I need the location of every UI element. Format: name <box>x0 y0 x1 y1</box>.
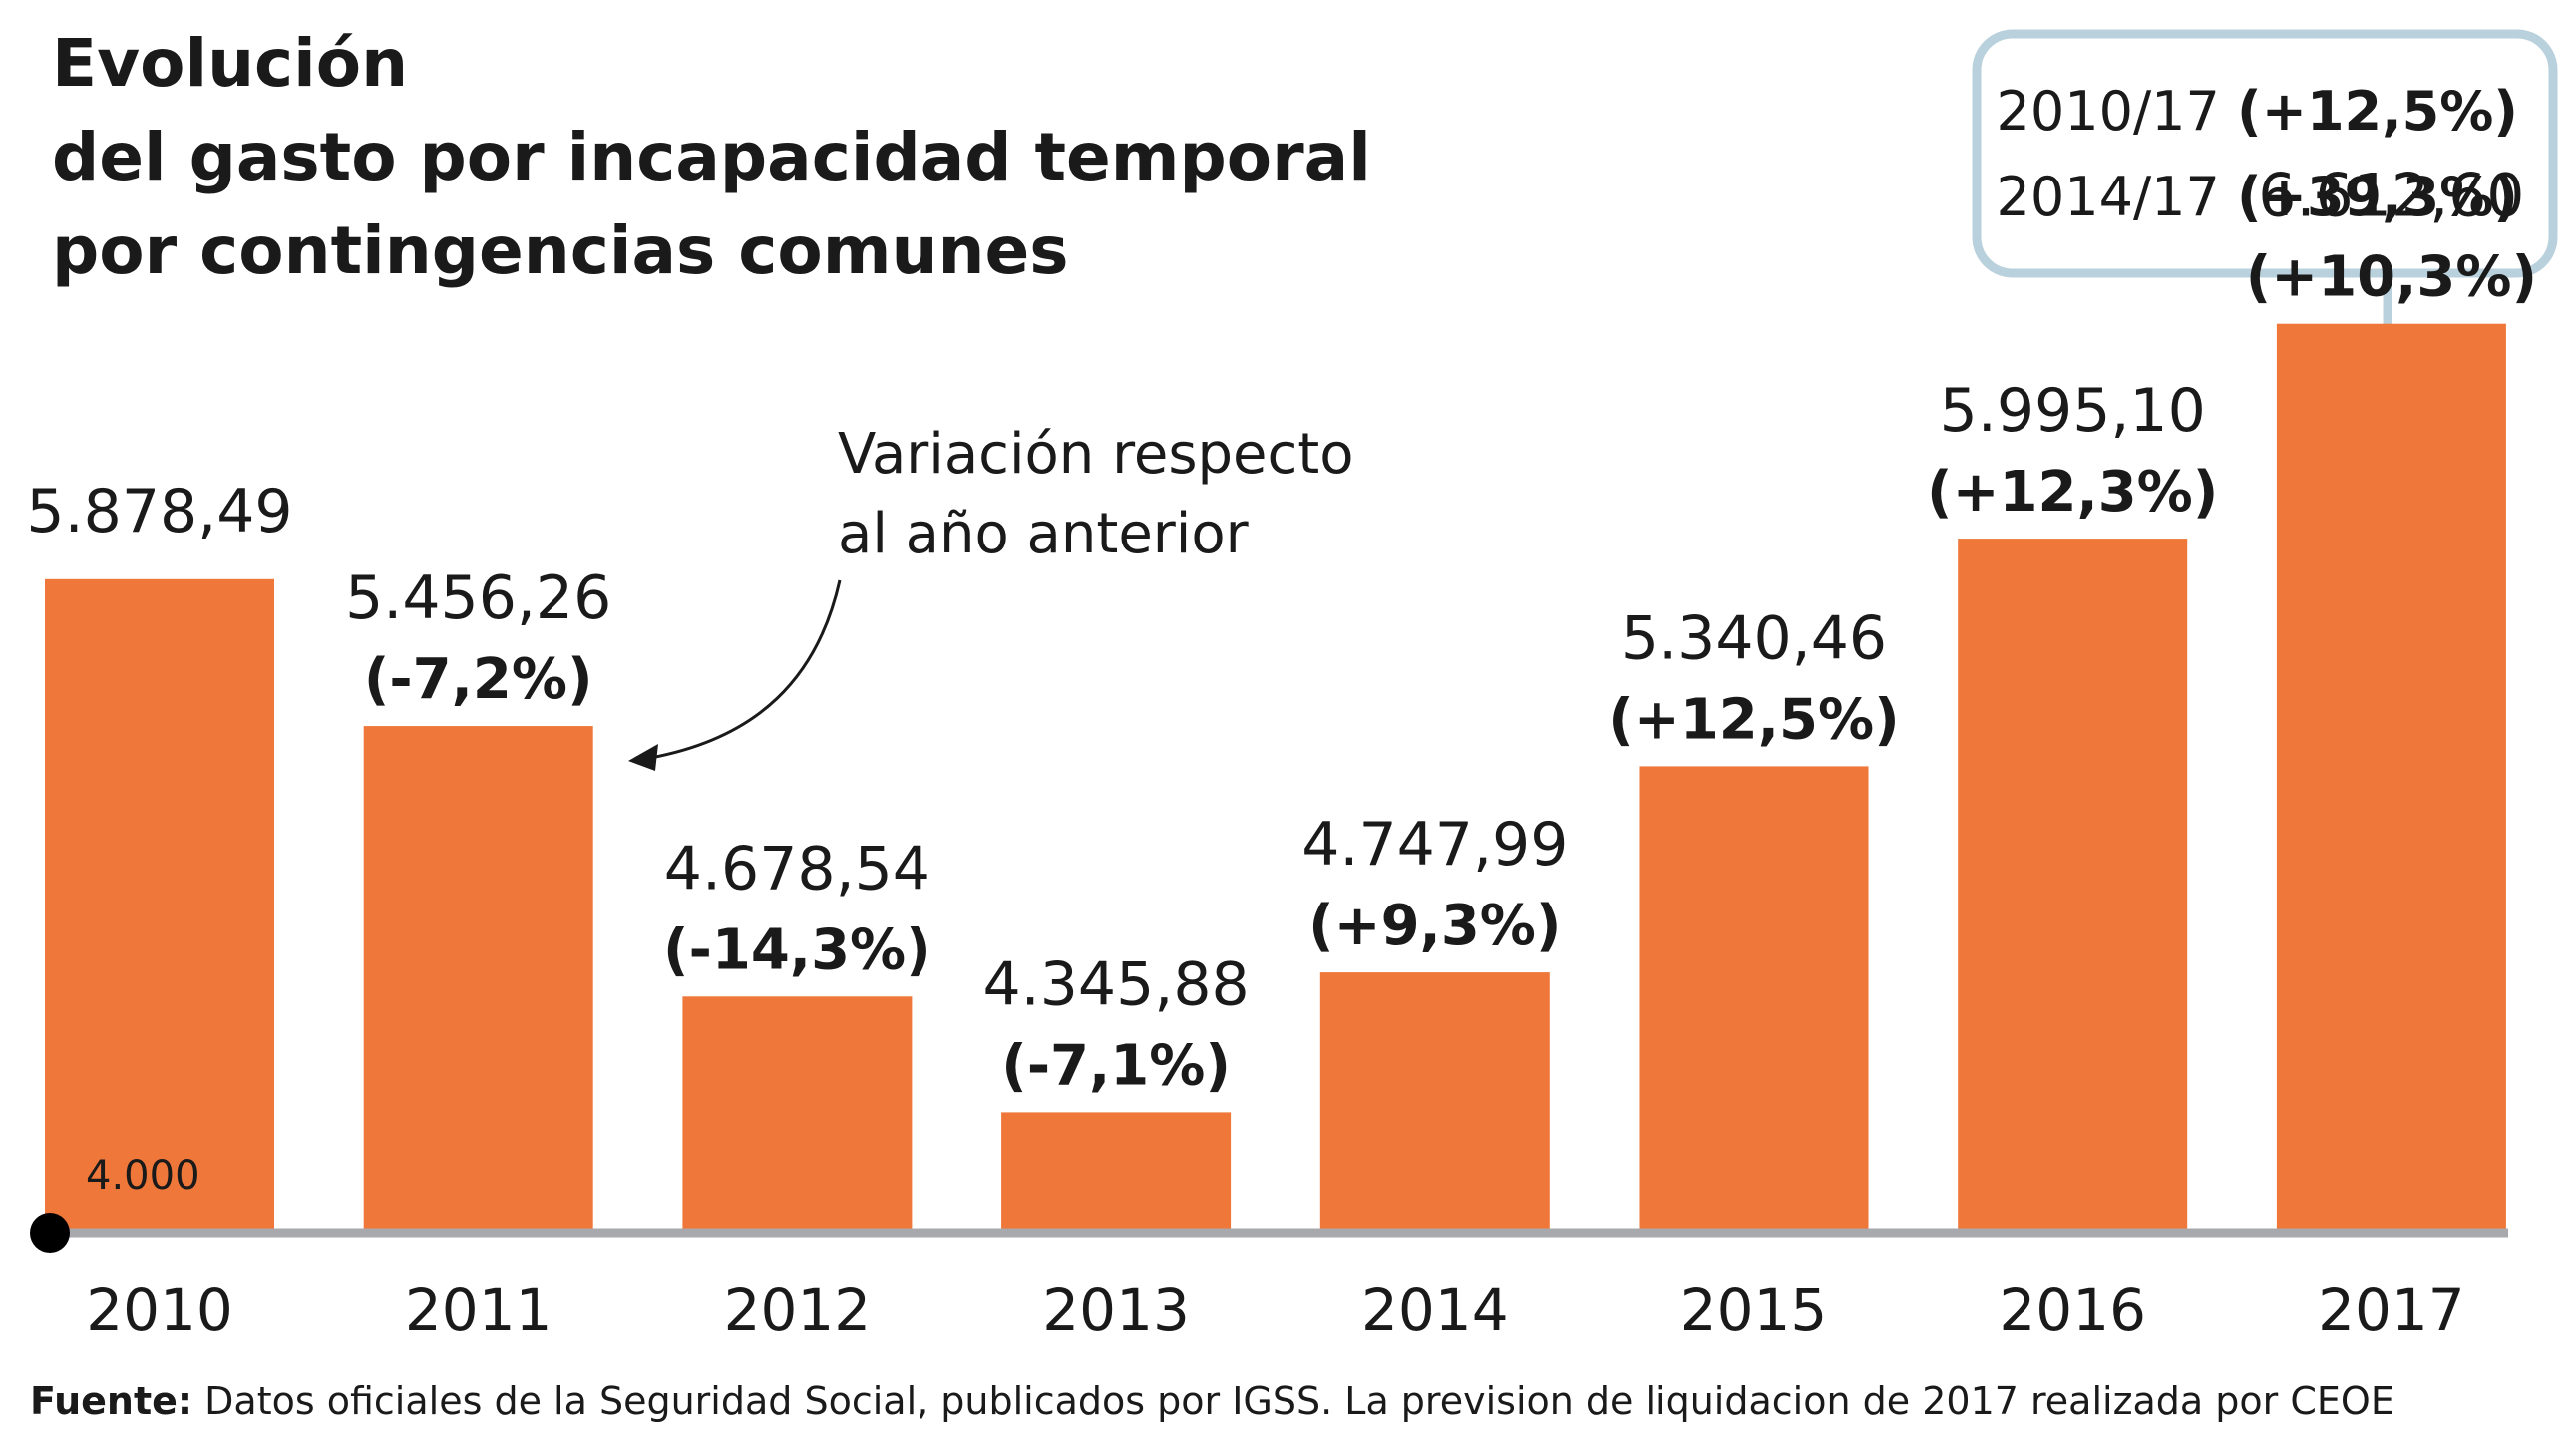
change-label-2013: (-7,1%) <box>1001 1033 1231 1098</box>
summary-row-1: 2010/17 (+12,5%) <box>1997 80 2518 143</box>
x-tick-2013: 2013 <box>1042 1276 1190 1344</box>
value-label-2012: 4.678,54 <box>664 834 930 904</box>
summary-row-1-period: 2010/17 <box>1997 80 2220 143</box>
value-label-2011: 5.456,26 <box>345 563 611 633</box>
x-tick-2017: 2017 <box>2318 1276 2465 1344</box>
source-label: Fuente: <box>30 1379 192 1423</box>
bar-2013 <box>1001 1112 1232 1233</box>
bar-2010 <box>45 578 274 1233</box>
baseline-label: 4.000 <box>86 1153 200 1199</box>
bar-2016 <box>1958 539 2188 1233</box>
x-tick-2015: 2015 <box>1680 1276 1828 1344</box>
bar-2011 <box>363 726 593 1233</box>
change-label-2017: (+10,3%) <box>2246 245 2537 310</box>
annotation-line-1: Variación respecto <box>838 422 1354 487</box>
title-line-3: por contingencias comunes <box>52 212 1069 289</box>
bars <box>45 323 2506 1233</box>
summary-row-2-period: 2014/17 <box>1997 166 2220 228</box>
bar-2015 <box>1639 766 1869 1233</box>
annotation-arrow-head <box>628 744 658 771</box>
change-label-2014: (+9,3%) <box>1308 894 1561 958</box>
source-text: Datos oficiales de la Seguridad Social, … <box>192 1379 2394 1423</box>
summary-row-2: 2014/17 (+39,3%) <box>1997 166 2518 228</box>
change-label-2012: (-14,3%) <box>663 917 931 982</box>
change-label-2011: (-7,2%) <box>364 647 593 712</box>
axis-origin-dot <box>30 1213 70 1253</box>
value-label-2013: 4.345,88 <box>983 949 1250 1019</box>
chart-title: Evolución del gasto por incapacidad temp… <box>52 25 1371 289</box>
annotation-arrow-line <box>649 579 842 760</box>
annotation-line-2: al año anterior <box>838 502 1250 566</box>
x-tick-2011: 2011 <box>405 1276 552 1344</box>
value-label-2016: 5.995,10 <box>1940 376 2206 446</box>
x-axis-ticks: 2010 2011 2012 2013 2014 2015 2016 2017 <box>86 1276 2465 1344</box>
value-label-2015: 5.340,46 <box>1621 603 1887 673</box>
bar-2017 <box>2276 323 2506 1233</box>
summary-row-2-change: (+39,3%) <box>2237 166 2518 228</box>
change-label-2015: (+12,5%) <box>1608 687 1899 752</box>
bar-labels: 5.878,49 5.456,26 (-7,2%) 4.678,54 (-14,3%) 4… <box>26 162 2537 1099</box>
title-line-1: Evolución <box>52 25 408 102</box>
source-note: Fuente: Datos oficiales de la Seguridad … <box>30 1379 2394 1423</box>
variation-annotation: Variación respecto al año anterior <box>628 422 1354 771</box>
summary-box-frame <box>1972 29 2558 278</box>
change-label-2016: (+12,3%) <box>1927 460 2218 525</box>
bar-2014 <box>1319 972 1550 1233</box>
value-label-2010: 5.878,49 <box>26 477 292 546</box>
value-label-2017: 6.612,60 <box>2258 162 2524 231</box>
summary-row-1-change: (+12,5%) <box>2237 80 2518 143</box>
x-tick-2012: 2012 <box>724 1276 872 1344</box>
summary-box: 2010/17 (+12,5%) 2014/17 (+39,3%) <box>1972 29 2558 333</box>
bar-2012 <box>682 996 913 1233</box>
title-line-2: del gasto por incapacidad temporal <box>52 119 1371 195</box>
x-tick-2014: 2014 <box>1361 1276 1509 1344</box>
x-tick-2010: 2010 <box>86 1276 233 1344</box>
value-label-2014: 4.747,99 <box>1301 810 1568 880</box>
x-tick-2016: 2016 <box>1999 1276 2146 1344</box>
